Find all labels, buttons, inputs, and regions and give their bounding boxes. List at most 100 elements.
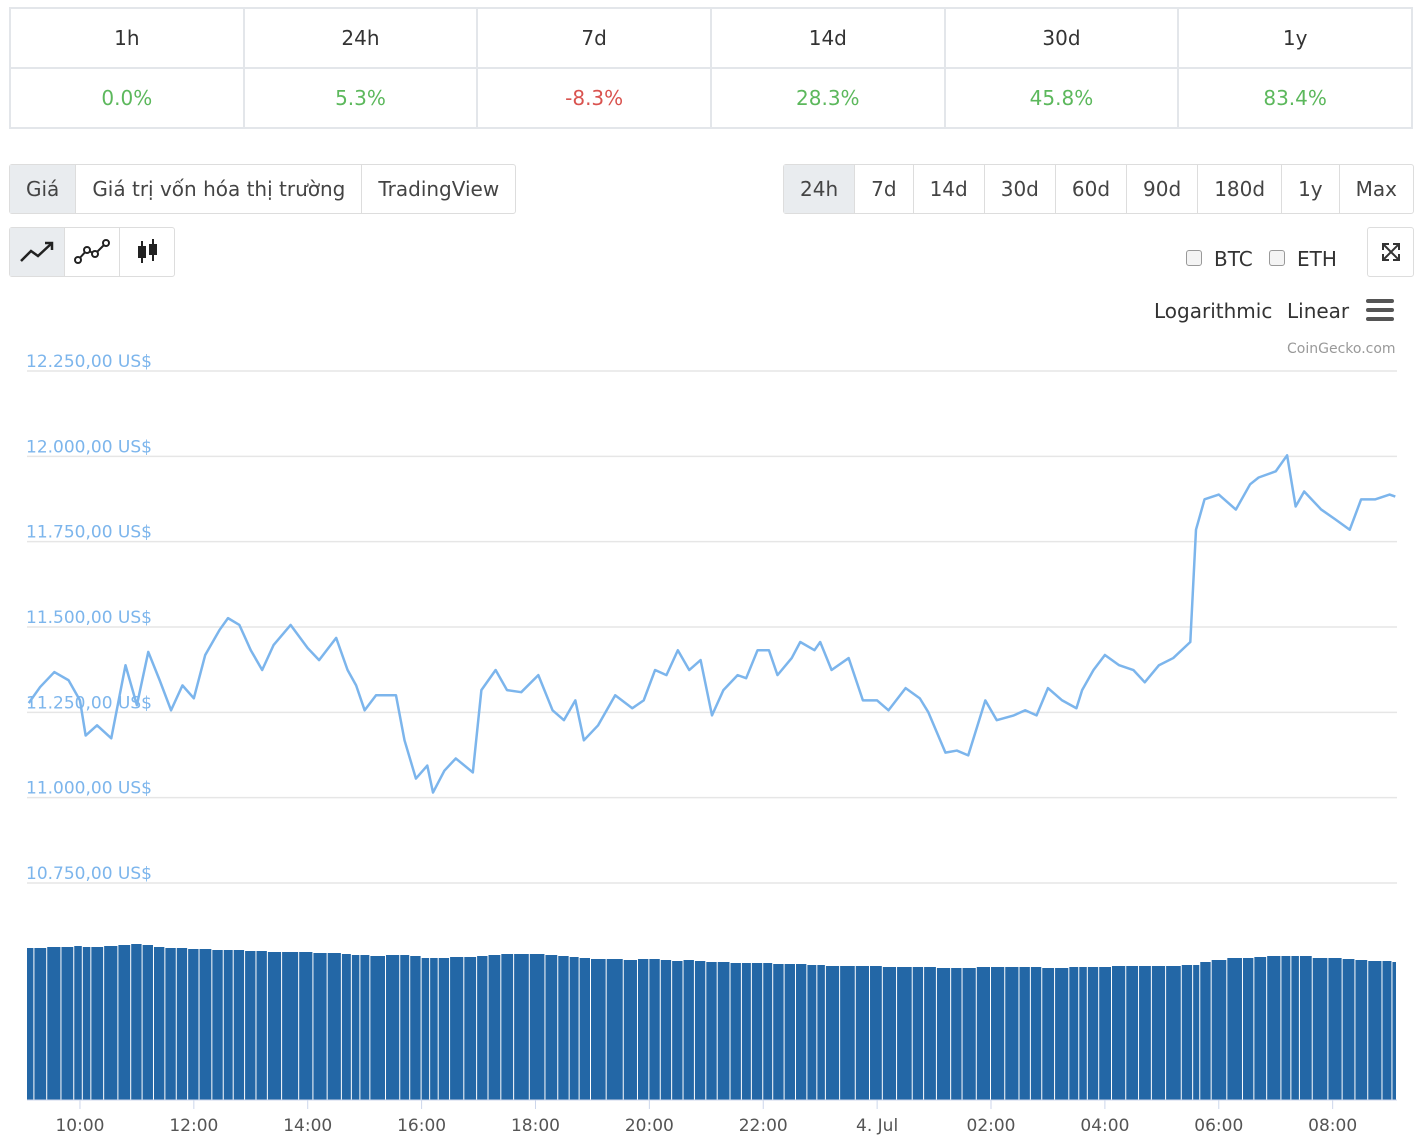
volume-bar xyxy=(672,961,683,1100)
credits[interactable]: CoinGecko.com xyxy=(1287,341,1396,357)
volume-bar xyxy=(1112,966,1126,1100)
volume-bar xyxy=(976,967,991,1100)
range-tab[interactable]: 24h xyxy=(784,165,856,213)
volume-bar xyxy=(1328,958,1342,1100)
volume-bar xyxy=(313,953,327,1100)
volume-bar xyxy=(430,958,438,1100)
volume-bar xyxy=(1181,965,1193,1100)
volume-bar xyxy=(488,955,501,1100)
range-tab[interactable]: 14d xyxy=(914,165,985,213)
x-tick-label: 02:00 xyxy=(967,1116,1016,1136)
volume-bar xyxy=(649,959,660,1100)
tab[interactable]: Giá xyxy=(10,165,77,213)
fullscreen-button[interactable] xyxy=(1367,227,1414,277)
volume-bar xyxy=(1139,966,1151,1100)
volume-bar xyxy=(951,968,962,1100)
volume-bar xyxy=(477,956,488,1100)
menu-button[interactable] xyxy=(1366,298,1394,322)
range-tab[interactable]: 90d xyxy=(1127,165,1199,213)
volume-bar xyxy=(1042,968,1055,1100)
tab[interactable]: Giá trị vốn hóa thị trường xyxy=(76,165,363,213)
volume-bar xyxy=(558,956,569,1100)
volume-bar xyxy=(882,967,897,1100)
volume-bar xyxy=(795,964,807,1100)
range-tab[interactable]: 60d xyxy=(1056,165,1128,213)
volume-bar xyxy=(683,960,694,1100)
volume-bar xyxy=(233,950,245,1100)
volume-bar xyxy=(717,962,730,1100)
volume-bar xyxy=(840,966,855,1100)
volume-bar xyxy=(400,955,410,1100)
volume-bar xyxy=(1200,962,1211,1100)
y-tick-label: 11.500,00 US$ xyxy=(26,608,152,628)
volume-bar xyxy=(386,955,400,1100)
volume-bar xyxy=(27,948,34,1100)
range-tab[interactable]: 30d xyxy=(985,165,1056,213)
stat-value: -8.3% xyxy=(476,67,712,129)
x-tick-label: 18:00 xyxy=(511,1116,560,1136)
candle-style-button[interactable] xyxy=(120,228,174,276)
volume-bar xyxy=(47,947,61,1100)
volume-bar xyxy=(165,948,176,1100)
volume-bar xyxy=(545,955,558,1100)
volume-bar xyxy=(1069,967,1079,1100)
y-tick-label: 10.750,00 US$ xyxy=(26,864,152,884)
volume-bar xyxy=(199,949,212,1100)
x-tick-label: 14:00 xyxy=(283,1116,332,1136)
tab[interactable]: TradingView xyxy=(378,177,500,201)
volume-bar xyxy=(1079,967,1087,1100)
range-tab[interactable]: Max xyxy=(1355,177,1397,201)
checkbox[interactable] xyxy=(1186,250,1202,266)
volume-bar xyxy=(569,957,579,1100)
volume-bar xyxy=(784,964,795,1100)
x-tick-label: 20:00 xyxy=(625,1116,674,1136)
stat-header: 1h xyxy=(9,7,245,69)
volume-bar xyxy=(897,967,912,1100)
volume-bar xyxy=(1227,958,1242,1100)
volume-bar xyxy=(282,952,299,1100)
volume-bar xyxy=(855,966,870,1100)
volume-bar xyxy=(223,950,233,1100)
volume-bar xyxy=(82,947,91,1100)
volume-bar xyxy=(962,968,976,1100)
price-line xyxy=(27,454,1396,794)
volume-bar xyxy=(1355,960,1368,1100)
compare-label[interactable]: BTC xyxy=(1214,247,1253,271)
volume-bar xyxy=(1281,956,1291,1100)
volume-bar xyxy=(1151,966,1166,1100)
chart-style-buttons xyxy=(9,227,175,277)
volume-bar xyxy=(773,964,784,1100)
range-tab[interactable]: 180d xyxy=(1198,165,1283,213)
volume-bar xyxy=(1030,967,1042,1100)
range-tab[interactable]: 7d xyxy=(855,165,914,213)
volume-bar xyxy=(142,945,153,1100)
volume-bar xyxy=(1242,958,1254,1100)
dot-line-style-button[interactable] xyxy=(65,228,120,276)
volume-bar xyxy=(912,967,924,1100)
chart-tabs: Giá Giá trị vốn hóa thị trường TradingView xyxy=(9,164,517,214)
volume-bar xyxy=(61,947,74,1100)
x-tick-label: 4. Jul xyxy=(856,1116,898,1136)
volume-bar xyxy=(514,954,529,1100)
stat-header: 30d xyxy=(943,7,1180,69)
volume-bar xyxy=(741,963,751,1100)
stat-value: 0.0% xyxy=(9,67,245,129)
volume-bar xyxy=(176,948,188,1100)
scale-option[interactable]: Logarithmic xyxy=(1154,299,1273,323)
volume-bar xyxy=(660,960,672,1100)
range-tab[interactable]: 1y xyxy=(1282,165,1340,213)
volume-bar xyxy=(299,952,313,1100)
stat-header: 14d xyxy=(709,7,946,69)
compare-label[interactable]: ETH xyxy=(1297,247,1337,271)
volume-bar xyxy=(1382,961,1392,1100)
volume-bar xyxy=(1193,965,1200,1100)
y-tick-label: 12.000,00 US$ xyxy=(26,437,152,457)
volume-bar xyxy=(1005,967,1019,1100)
volume-bar xyxy=(706,962,717,1100)
scale-option[interactable]: Linear xyxy=(1287,299,1350,323)
line-style-button[interactable] xyxy=(10,228,65,276)
checkbox[interactable] xyxy=(1269,250,1285,266)
volume-bar xyxy=(1312,958,1328,1100)
volume-bar xyxy=(1392,962,1396,1100)
volume-bar xyxy=(825,966,840,1100)
